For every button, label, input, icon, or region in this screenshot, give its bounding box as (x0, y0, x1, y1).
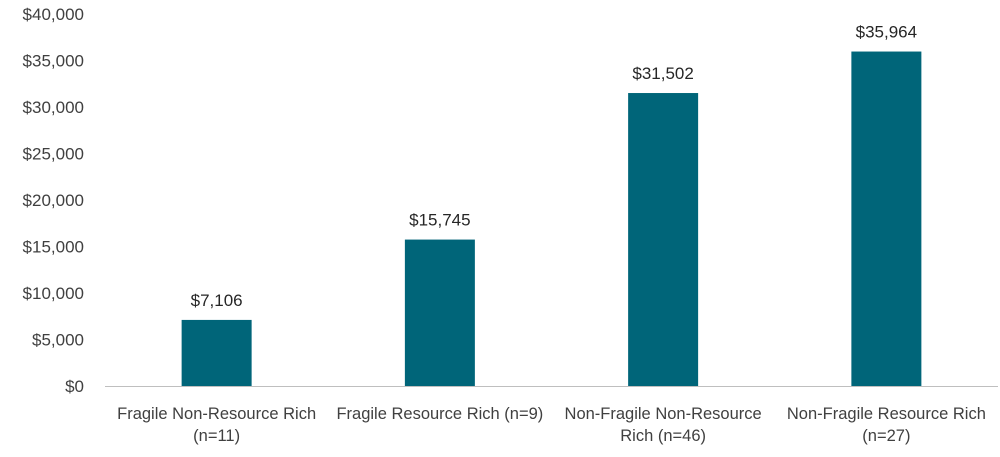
x-category-label: Non-Fragile Non-Resource Rich (n=46) (565, 405, 762, 445)
x-category-label: Non-Fragile Resource Rich (n=27) (787, 405, 986, 445)
y-tick-label: $0 (65, 377, 84, 396)
bar (628, 93, 699, 386)
data-labels: $7,106 $15,745 $31,502 $35,964 (191, 23, 917, 310)
bar (181, 319, 252, 386)
y-axis-tick-labels: $0 $5,000 $10,000 $15,000 $20,000 $25,000 $30,… (23, 5, 84, 396)
y-tick-label: $5,000 (32, 331, 84, 350)
data-label: $31,502 (632, 64, 693, 83)
data-label: $15,745 (409, 211, 470, 230)
y-tick-label: $40,000 (23, 5, 84, 24)
data-label: $35,964 (856, 23, 917, 42)
x-category-label: Fragile Resource Rich (n=9) (336, 405, 543, 423)
y-tick-label: $20,000 (23, 191, 84, 210)
x-category-label: Fragile Non-Resource Rich (n=11) (117, 405, 316, 445)
bar (404, 239, 475, 386)
x-axis-category-labels: Fragile Non-Resource Rich (n=11) Fragile R… (117, 405, 986, 445)
y-tick-label: $35,000 (23, 52, 84, 71)
y-tick-label: $25,000 (23, 145, 84, 164)
bar (851, 51, 922, 387)
bars (181, 51, 922, 387)
y-tick-label: $30,000 (23, 98, 84, 117)
y-tick-label: $15,000 (23, 238, 84, 257)
y-tick-label: $10,000 (23, 284, 84, 303)
data-label: $7,106 (191, 291, 243, 310)
